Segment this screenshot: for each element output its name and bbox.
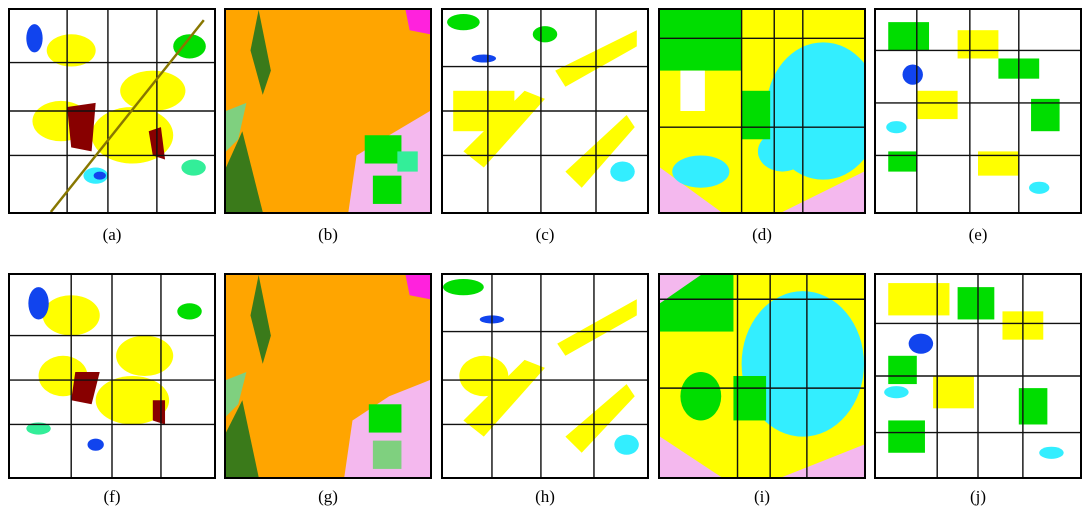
map-image bbox=[10, 275, 214, 477]
panel-label: (b) bbox=[318, 225, 338, 244]
map-image bbox=[443, 10, 647, 212]
map-image bbox=[443, 275, 647, 477]
figure: (a) (b) (c) (d) (e) (f) (g) (h) (i) (j) bbox=[0, 0, 1082, 515]
map-image bbox=[226, 10, 430, 212]
panel-label: (g) bbox=[318, 487, 338, 506]
panel-label: (h) bbox=[535, 487, 555, 506]
panel-label: (a) bbox=[103, 225, 122, 244]
map-image bbox=[660, 10, 880, 212]
map-image bbox=[876, 10, 1080, 212]
panel-label: (j) bbox=[970, 487, 986, 506]
map-image bbox=[10, 10, 214, 212]
panel-label: (i) bbox=[754, 487, 770, 506]
panel-label: (e) bbox=[969, 225, 988, 244]
map-image bbox=[226, 275, 430, 477]
map-image bbox=[660, 275, 864, 477]
map-image bbox=[876, 275, 1080, 477]
panel-label: (f) bbox=[104, 487, 121, 506]
panel-label: (d) bbox=[752, 225, 772, 244]
panel-label: (c) bbox=[536, 225, 555, 244]
